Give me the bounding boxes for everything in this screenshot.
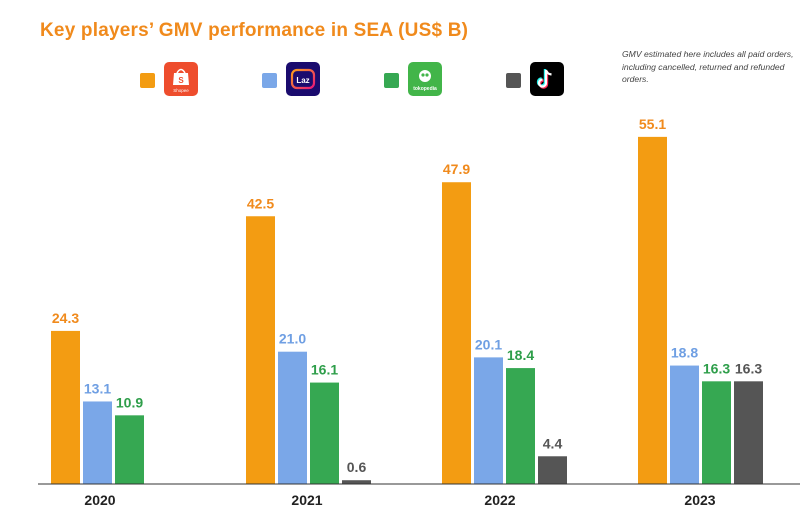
legend-item-shopee: S Shopee <box>140 62 210 96</box>
x-tick-2021: 2021 <box>291 492 322 508</box>
value-label-tokopedia-2020: 10.9 <box>116 394 143 410</box>
bar-tokopedia-2022 <box>506 368 535 484</box>
bar-shopee-2021 <box>246 216 275 484</box>
x-ticks-layer: 2020 2021 2022 2023 <box>84 492 715 508</box>
legend-swatch-lazada <box>262 73 277 88</box>
chart-note: GMV estimated here includes all paid ord… <box>622 49 794 84</box>
bar-shopee-2023 <box>638 136 667 484</box>
shopee-logo-text: Shopee <box>173 88 189 93</box>
bar-tokopedia-2021 <box>310 382 339 484</box>
x-tick-2022: 2022 <box>484 492 515 508</box>
value-label-lazada-2022: 20.1 <box>475 336 502 352</box>
tokopedia-logo-icon: tokopedia <box>408 62 442 96</box>
value-label-tiktok-2022: 4.4 <box>543 435 563 451</box>
legend-item-lazada: Laz <box>262 62 332 96</box>
legend-swatch-tokopedia <box>384 73 399 88</box>
bar-lazada-2020 <box>83 401 112 484</box>
chart-title: Key players’ GMV performance in SEA (US$… <box>40 20 469 41</box>
bar-tokopedia-2020 <box>115 415 144 484</box>
legend-item-tokopedia: tokopedia <box>384 62 454 96</box>
value-label-lazada-2020: 13.1 <box>84 380 111 396</box>
bar-tokopedia-2023 <box>702 381 731 484</box>
value-label-shopee-2023: 55.1 <box>639 116 666 132</box>
value-label-tokopedia-2023: 16.3 <box>703 360 730 376</box>
svg-text:S: S <box>178 76 184 85</box>
bar-lazada-2023 <box>670 365 699 484</box>
shopee-logo-icon: S Shopee <box>164 62 198 96</box>
bar-shopee-2020 <box>51 330 80 484</box>
lazada-logo-text: Laz <box>296 76 309 85</box>
bar-tiktok-2022 <box>538 456 567 484</box>
value-label-shopee-2020: 24.3 <box>52 310 79 326</box>
bar-lazada-2021 <box>278 351 307 484</box>
bar-tiktok-2021 <box>342 480 371 484</box>
bar-tiktok-2023 <box>734 381 763 484</box>
bars-layer: 24.3 13.1 10.9 42.5 21.0 16.1 0.6 47.9 20.1 18.4 4… <box>51 116 763 485</box>
value-label-tokopedia-2021: 16.1 <box>311 362 338 378</box>
value-label-lazada-2021: 21.0 <box>279 331 306 347</box>
value-label-lazada-2023: 18.8 <box>671 345 698 361</box>
legend-swatch-shopee <box>140 73 155 88</box>
tokopedia-logo-text: tokopedia <box>413 86 437 92</box>
value-label-shopee-2021: 42.5 <box>247 195 274 211</box>
value-label-tiktok-2023: 16.3 <box>735 360 762 376</box>
bar-shopee-2022 <box>442 182 471 485</box>
value-label-shopee-2022: 47.9 <box>443 161 470 177</box>
tiktok-logo-icon <box>530 62 564 96</box>
value-label-tiktok-2021: 0.6 <box>347 459 367 475</box>
legend-item-tiktok <box>506 62 576 96</box>
lazada-logo-icon: Laz <box>286 62 320 96</box>
legend-swatch-tiktok <box>506 73 521 88</box>
value-label-tokopedia-2022: 18.4 <box>507 347 534 363</box>
x-tick-2020: 2020 <box>84 492 115 508</box>
x-tick-2023: 2023 <box>684 492 715 508</box>
bar-lazada-2022 <box>474 357 503 484</box>
